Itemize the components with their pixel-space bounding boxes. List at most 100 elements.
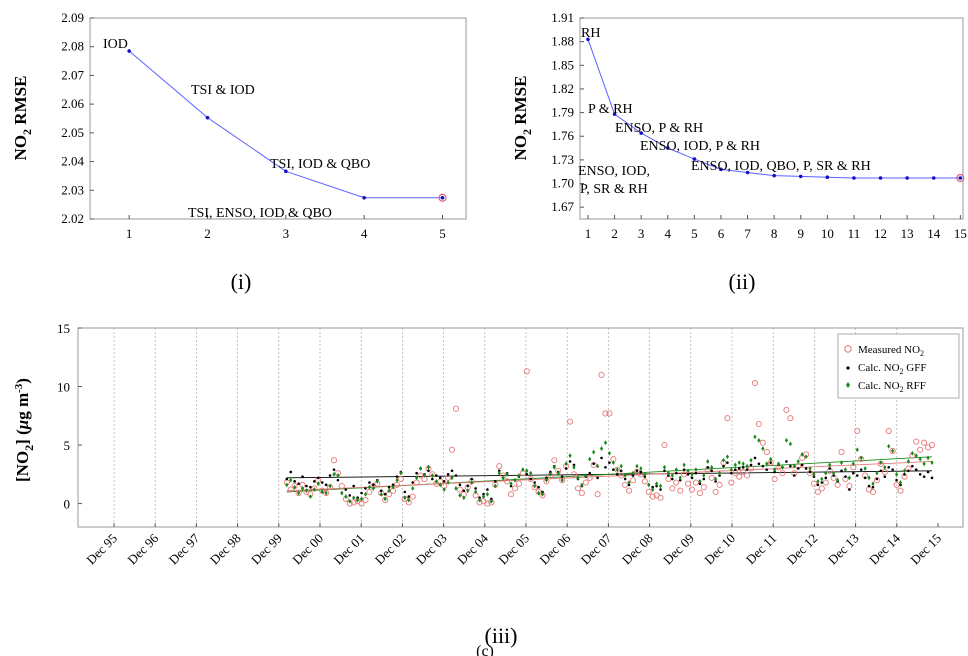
- gff-point: [867, 484, 871, 488]
- rff-point: [363, 491, 368, 497]
- legend-box: [837, 333, 960, 399]
- rff-point: [446, 480, 450, 485]
- rff-point: [438, 482, 442, 488]
- measured-point: [783, 406, 790, 413]
- gff-point: [297, 482, 300, 485]
- gff-point: [694, 471, 698, 475]
- rff-point: [489, 498, 493, 504]
- rff-point: [442, 487, 446, 492]
- rff-point: [682, 462, 686, 468]
- x-tick-label: 11: [848, 226, 861, 241]
- y-tick-label: 1.82: [551, 81, 574, 96]
- rff-point: [851, 461, 855, 467]
- gff-point: [871, 485, 875, 489]
- rff-point: [434, 478, 438, 484]
- gff-point: [344, 488, 348, 491]
- gff-point: [757, 462, 761, 466]
- gff-point: [883, 475, 887, 478]
- measured-point: [295, 490, 302, 497]
- gff-point: [702, 477, 706, 481]
- rff-point: [359, 496, 364, 502]
- gff-point: [615, 473, 619, 476]
- gff-point: [706, 466, 710, 469]
- legend-gff-marker: [846, 366, 850, 370]
- rff-point: [930, 460, 934, 466]
- panel-iii-frame: [77, 327, 964, 528]
- highlight-point: [438, 193, 447, 202]
- measured-point: [834, 481, 841, 488]
- gff-point: [930, 476, 934, 480]
- rff-point: [548, 471, 552, 477]
- x-tick-label: 1: [585, 226, 592, 241]
- gff-point: [474, 487, 477, 490]
- panel-i-label: (i): [231, 269, 252, 294]
- rff-point: [702, 473, 706, 478]
- measured-point: [681, 471, 688, 478]
- gff-point: [911, 464, 914, 468]
- rff-point: [832, 470, 836, 476]
- rff-point: [375, 478, 379, 484]
- panel-iii-legend: Measured NO2 Calc. NO2 GFF Calc. NO2 RFF: [837, 333, 960, 399]
- rff-point: [540, 491, 545, 497]
- rff-point: [855, 447, 859, 453]
- rff-point: [686, 468, 690, 474]
- x-tick-label: 3: [283, 226, 290, 241]
- y-tick-label: 1.70: [551, 176, 574, 191]
- gff-point: [336, 478, 340, 482]
- gff-point: [690, 476, 694, 480]
- measured-point: [669, 485, 676, 492]
- gff-point: [686, 473, 690, 476]
- measured-point: [917, 446, 924, 453]
- rff-point: [828, 462, 832, 468]
- x-tick-label: Dec 05: [495, 531, 532, 568]
- measured-point: [567, 418, 574, 425]
- gff-point: [635, 469, 639, 473]
- gff-point: [411, 481, 414, 484]
- rff-point: [835, 477, 840, 483]
- rff-point: [422, 473, 427, 478]
- measured-point: [889, 447, 896, 454]
- x-tick-label: Dec 97: [166, 530, 203, 567]
- rff-point: [918, 456, 922, 462]
- y-tick-label: 1.79: [551, 105, 574, 120]
- gff-point: [458, 483, 462, 487]
- rff-point: [879, 460, 883, 466]
- measured-point: [665, 475, 672, 483]
- gff-point: [730, 471, 733, 475]
- measured-point: [641, 478, 648, 485]
- measured-point: [578, 490, 585, 497]
- rff-point: [552, 464, 556, 470]
- rff-point: [906, 459, 910, 464]
- gff-point: [887, 466, 891, 469]
- y-tick-label: 0: [64, 497, 71, 512]
- measured-point: [413, 479, 420, 486]
- gff-point: [309, 485, 312, 489]
- gff-point: [769, 461, 772, 464]
- measured-point: [645, 488, 652, 495]
- gff-point: [289, 470, 293, 474]
- data-point: [825, 175, 830, 180]
- x-tick-label: Dec 03: [413, 531, 450, 568]
- gff-point: [316, 476, 320, 480]
- gff-point: [564, 467, 568, 470]
- gff-point: [863, 476, 867, 480]
- panel-ii-label: (ii): [729, 269, 756, 294]
- x-tick-label: Dec 08: [619, 531, 656, 568]
- gff-point: [360, 491, 363, 495]
- gff-point: [907, 469, 910, 473]
- gff-point: [800, 463, 804, 467]
- rff-point: [769, 456, 773, 462]
- measured-point: [728, 479, 735, 486]
- gff-point: [785, 460, 788, 463]
- rff-point: [371, 485, 375, 491]
- measured-point: [366, 488, 373, 495]
- rff-point: [658, 483, 663, 489]
- measured-point: [523, 368, 530, 375]
- panel-i-frame: [89, 17, 467, 220]
- data-point: [798, 174, 803, 179]
- panel-i-plot-area: IOD TSI & IOD TSI, IOD & QBO TSI, ENSO, IOD…: [103, 37, 447, 221]
- series-line: [128, 50, 443, 199]
- rff-point: [458, 492, 462, 498]
- gff-point: [313, 480, 316, 483]
- gff-point: [659, 488, 662, 491]
